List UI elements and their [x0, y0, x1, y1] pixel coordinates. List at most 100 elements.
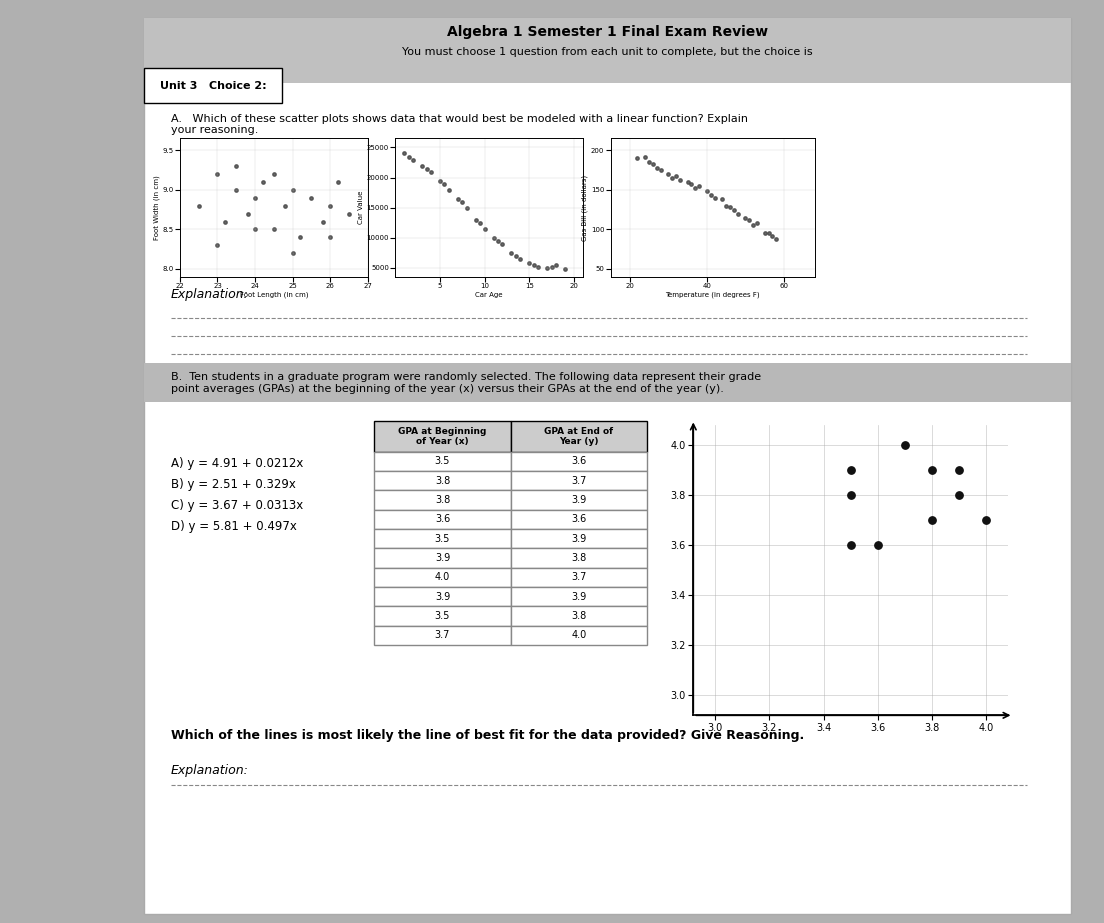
Point	[951, 487, 968, 502]
Point	[721, 200, 739, 215]
Text: Explanation:: Explanation:	[171, 288, 250, 301]
Point	[756, 226, 774, 241]
Point	[238, 206, 256, 221]
Point	[395, 146, 413, 161]
Point	[636, 150, 654, 164]
Point	[417, 162, 435, 176]
Y-axis label: Gas Bill (in dollars): Gas Bill (in dollars)	[582, 174, 588, 241]
Point	[520, 256, 538, 270]
Point	[413, 158, 431, 173]
Point	[476, 222, 493, 236]
Point	[736, 210, 754, 225]
Point	[760, 225, 777, 240]
Point	[923, 512, 941, 527]
Point	[216, 214, 234, 229]
Y-axis label: Car Value: Car Value	[358, 191, 363, 224]
Point	[467, 212, 485, 227]
Point	[923, 462, 941, 477]
Point	[977, 512, 995, 527]
Point	[548, 258, 565, 272]
Point	[485, 231, 502, 246]
X-axis label: Temperature (in degrees F): Temperature (in degrees F)	[666, 292, 760, 298]
Text: A.   Which of these scatter plots shows data that would best be modeled with a l: A. Which of these scatter plots shows da…	[171, 114, 749, 135]
Point	[454, 194, 471, 209]
Point	[404, 152, 422, 167]
Point	[227, 183, 245, 198]
FancyBboxPatch shape	[144, 18, 1071, 914]
Point	[667, 168, 684, 183]
Text: A) y = 4.91 + 0.0212x
B) y = 2.51 + 0.329x
C) y = 3.67 + 0.0313x
D) y = 5.81 + 0: A) y = 4.91 + 0.0212x B) y = 2.51 + 0.32…	[171, 457, 304, 533]
Point	[690, 178, 708, 193]
Point	[489, 234, 507, 248]
X-axis label: Foot Length (in cm): Foot Length (in cm)	[240, 292, 308, 298]
X-axis label: Car Age: Car Age	[476, 292, 502, 298]
Point	[764, 228, 782, 243]
Point	[329, 174, 347, 189]
Point	[400, 150, 417, 164]
FancyBboxPatch shape	[144, 68, 282, 103]
Point	[671, 173, 689, 187]
Text: Algebra 1 Semester 1 Final Exam Review: Algebra 1 Semester 1 Final Exam Review	[447, 25, 767, 40]
Point	[440, 182, 458, 197]
Point	[449, 191, 467, 206]
Point	[507, 248, 524, 263]
Point	[190, 198, 208, 213]
Point	[436, 176, 454, 191]
Point	[679, 174, 697, 189]
Point	[209, 238, 226, 253]
Point	[302, 190, 320, 205]
Point	[227, 159, 245, 174]
Point	[744, 218, 762, 233]
Point	[687, 181, 704, 196]
Point	[698, 184, 715, 198]
Point	[431, 174, 448, 188]
Point	[321, 230, 339, 245]
Point	[493, 236, 511, 251]
Point	[291, 230, 309, 245]
FancyBboxPatch shape	[144, 18, 1071, 83]
Text: Which of the lines is most likely the line of best fit for the data provided? Gi: Which of the lines is most likely the li…	[171, 729, 805, 742]
Point	[869, 537, 887, 552]
Y-axis label: Foot Width (in cm): Foot Width (in cm)	[153, 175, 160, 240]
Point	[265, 222, 283, 237]
Point	[265, 167, 283, 182]
Point	[628, 150, 646, 165]
Text: You must choose 1 question from each unit to complete, but the choice is: You must choose 1 question from each uni…	[402, 47, 813, 56]
Point	[502, 246, 520, 260]
Text: B.  Ten students in a graduate program were randomly selected. The following dat: B. Ten students in a graduate program we…	[171, 372, 762, 393]
Point	[209, 167, 226, 182]
Point	[556, 262, 574, 277]
Point	[648, 161, 666, 175]
Point	[254, 174, 272, 189]
Point	[644, 156, 661, 171]
Point	[530, 259, 548, 274]
Point	[729, 206, 746, 221]
Point	[284, 246, 301, 260]
Point	[713, 192, 731, 207]
Point	[659, 167, 677, 182]
Point	[246, 190, 264, 205]
FancyBboxPatch shape	[144, 363, 1071, 402]
Point	[702, 188, 720, 203]
Point	[284, 183, 301, 198]
Point	[896, 438, 914, 452]
Point	[705, 190, 723, 205]
Point	[951, 462, 968, 477]
Point	[842, 462, 860, 477]
Point	[749, 216, 766, 231]
Point	[682, 177, 700, 192]
Point	[539, 260, 556, 275]
Point	[314, 214, 331, 229]
Point	[842, 487, 860, 502]
Point	[725, 202, 743, 217]
Point	[767, 232, 785, 246]
Point	[664, 171, 681, 186]
Point	[340, 206, 358, 221]
Point	[524, 258, 542, 272]
Text: Explanation:: Explanation:	[171, 764, 250, 777]
Point	[276, 198, 294, 213]
Point	[471, 215, 489, 230]
Point	[543, 260, 561, 275]
Point	[718, 198, 735, 213]
Point	[741, 212, 758, 227]
